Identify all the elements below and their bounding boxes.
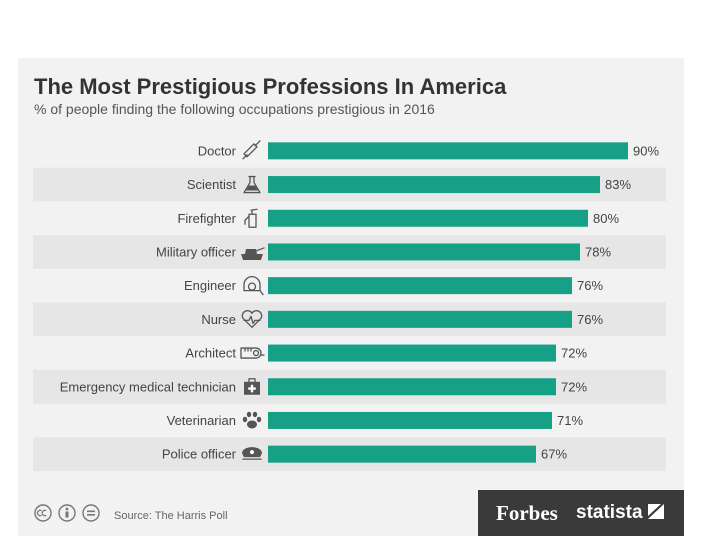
bar-emergency-medical-technician — [268, 378, 556, 396]
value-label-nurse: 76% — [577, 312, 603, 327]
bar-scientist — [268, 176, 600, 194]
value-label-firefighter: 80% — [593, 211, 619, 226]
fire-extinguisher-icon — [244, 208, 258, 228]
flask-icon — [243, 175, 261, 194]
category-label-veterinarian: Veterinarian — [167, 413, 236, 428]
creative-commons-icons — [34, 504, 100, 522]
category-label-doctor: Doctor — [198, 143, 237, 158]
category-label-police-officer: Police officer — [162, 447, 237, 462]
statista-logo: statista — [576, 502, 664, 524]
category-label-firefighter: Firefighter — [177, 211, 236, 226]
value-label-emergency-medical-technician: 72% — [561, 379, 587, 394]
police-cap-icon — [242, 447, 262, 460]
chart-title: The Most Prestigious Professions In Amer… — [34, 74, 507, 99]
category-label-scientist: Scientist — [187, 177, 237, 192]
statista-wordmark: statista — [576, 502, 643, 523]
category-label-architect: Architect — [185, 346, 236, 361]
value-label-doctor: 90% — [633, 143, 659, 158]
hard-hat-icon — [243, 276, 264, 296]
source-note: Source: The Harris Poll — [114, 510, 228, 522]
category-label-military-officer: Military officer — [156, 244, 237, 259]
value-label-scientist: 83% — [605, 177, 631, 192]
statista-mark-icon — [647, 504, 664, 519]
attribution-icon — [58, 504, 76, 522]
cc-icon — [34, 504, 52, 522]
paw-icon — [242, 411, 262, 429]
forbes-logo: Forbes — [496, 501, 558, 525]
heartbeat-icon — [241, 310, 263, 328]
bar-doctor — [268, 142, 628, 160]
bar-architect — [268, 344, 556, 362]
bar-police-officer — [268, 445, 536, 463]
syringe-icon — [242, 140, 261, 160]
bar-military-officer — [268, 243, 580, 261]
category-label-nurse: Nurse — [201, 312, 236, 327]
bar-engineer — [268, 277, 572, 295]
medical-kit-icon — [244, 378, 260, 395]
measuring-tape-icon — [240, 347, 265, 359]
tank-icon — [241, 247, 265, 260]
bar-nurse — [268, 310, 572, 328]
value-label-military-officer: 78% — [585, 244, 611, 259]
value-label-engineer: 76% — [577, 278, 603, 293]
bar-firefighter — [268, 209, 588, 227]
no-derivatives-icon — [82, 504, 100, 522]
bar-veterinarian — [268, 411, 552, 429]
category-label-emergency-medical-technician: Emergency medical technician — [60, 379, 236, 394]
category-label-engineer: Engineer — [184, 278, 237, 293]
value-label-police-officer: 67% — [541, 447, 567, 462]
value-label-architect: 72% — [561, 346, 587, 361]
chart-subtitle: % of people finding the following occupa… — [34, 101, 435, 117]
value-label-veterinarian: 71% — [557, 413, 583, 428]
